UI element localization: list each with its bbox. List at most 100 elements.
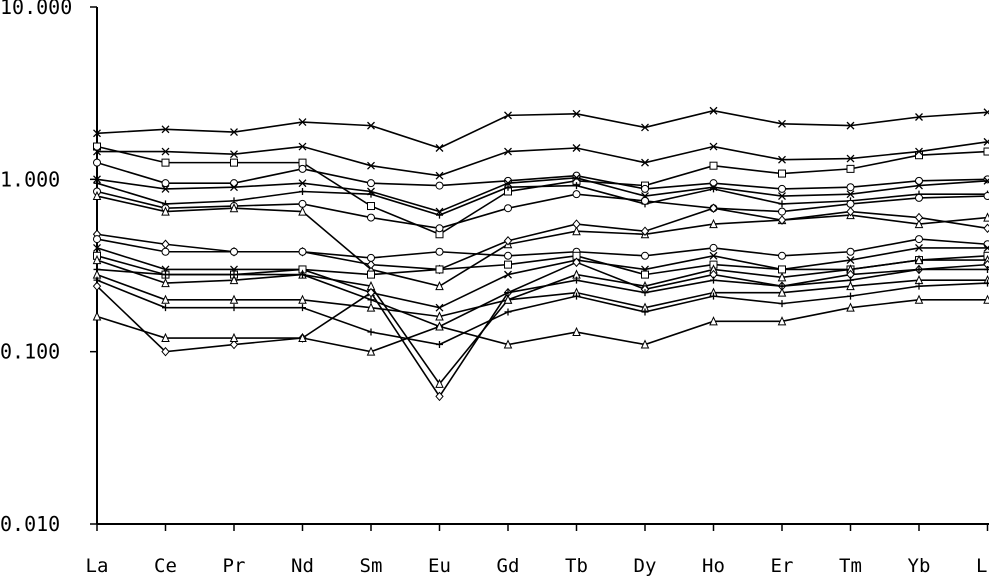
axes-group	[96, 7, 989, 525]
x-ticks-group: La Ce Pr Nd Sm Eu Gd Tb Dy Ho Er Tm Yb Lu	[86, 524, 989, 576]
data-point	[435, 378, 444, 388]
x-tick-label: Nd	[291, 555, 314, 576]
data-point	[298, 118, 307, 127]
data-point	[984, 265, 989, 273]
data-point	[366, 346, 376, 356]
data-point	[915, 181, 923, 190]
data-point	[229, 332, 239, 343]
data-point	[846, 199, 855, 208]
data-point	[572, 190, 581, 199]
data-point	[778, 265, 786, 274]
data-point	[915, 235, 923, 244]
data-point	[161, 147, 170, 156]
series-group	[92, 106, 989, 402]
data-point	[93, 158, 101, 167]
data-point	[504, 111, 512, 120]
data-point	[161, 247, 170, 256]
data-point	[161, 158, 170, 167]
data-point	[298, 206, 307, 216]
data-point	[504, 251, 512, 260]
data-point	[709, 316, 718, 326]
data-point	[641, 196, 649, 205]
data-point	[572, 173, 581, 182]
data-point	[161, 239, 170, 250]
data-point	[983, 294, 989, 304]
data-point	[915, 176, 923, 185]
data-point	[230, 304, 238, 312]
data-point	[572, 326, 581, 337]
data-point	[846, 280, 855, 291]
data-point	[709, 243, 718, 252]
data-point	[710, 185, 717, 193]
data-point	[230, 150, 238, 159]
data-point	[778, 119, 786, 128]
data-point	[435, 303, 444, 312]
data-point	[367, 121, 375, 130]
data-point	[573, 292, 580, 300]
data-point	[93, 243, 101, 252]
series-line	[96, 182, 988, 216]
data-point	[435, 144, 444, 152]
data-point	[503, 339, 513, 349]
data-point	[504, 308, 512, 316]
series-line	[96, 259, 988, 386]
data-point	[367, 202, 375, 211]
data-point	[93, 179, 101, 187]
data-point	[915, 243, 923, 252]
data-point	[366, 302, 376, 312]
x-tick-label: Dy	[634, 555, 657, 576]
data-point	[230, 128, 238, 137]
data-point	[914, 218, 924, 229]
data-point	[93, 129, 101, 138]
data-point	[367, 270, 375, 279]
data-point	[93, 235, 101, 244]
data-point	[367, 296, 375, 304]
data-point	[92, 311, 102, 321]
data-point	[778, 207, 786, 216]
data-point	[298, 179, 307, 188]
data-point	[914, 294, 924, 304]
data-point	[298, 247, 307, 256]
data-point	[846, 206, 855, 217]
series-line	[96, 279, 988, 346]
data-point	[367, 190, 375, 198]
data-point	[983, 243, 989, 252]
data-point	[93, 276, 101, 284]
x-tick-label: Tm	[839, 555, 862, 576]
y-tick-label: 0.010	[0, 512, 60, 536]
data-point	[846, 154, 855, 163]
data-point	[709, 106, 718, 115]
data-point	[915, 113, 923, 121]
data-point	[709, 142, 718, 151]
data-point	[298, 142, 307, 151]
data-point	[984, 279, 989, 287]
data-point	[777, 272, 787, 282]
data-point	[92, 254, 102, 265]
data-point	[298, 164, 307, 173]
y-ticks-group: 10.000 1.000 0.100 0.010	[0, 0, 97, 536]
data-point	[161, 332, 170, 343]
data-point	[983, 212, 989, 222]
series-17	[93, 276, 989, 349]
series-10	[93, 235, 989, 262]
series-line	[97, 141, 988, 177]
data-point	[230, 158, 238, 167]
data-point	[641, 270, 649, 279]
data-point	[367, 213, 375, 222]
x-tick-label: Ho	[702, 555, 725, 576]
data-point	[915, 193, 923, 202]
data-point	[915, 282, 923, 290]
data-point	[846, 183, 855, 192]
series-9	[92, 203, 989, 275]
data-point	[435, 171, 444, 180]
data-point	[92, 281, 102, 291]
data-point	[299, 271, 306, 279]
data-point	[710, 292, 717, 300]
data-point	[572, 257, 581, 268]
data-point	[367, 253, 375, 262]
data-point	[915, 147, 923, 156]
y-tick-label: 1.000	[0, 167, 60, 191]
data-point	[710, 276, 717, 284]
series-line	[96, 261, 988, 398]
series-line	[96, 109, 988, 149]
